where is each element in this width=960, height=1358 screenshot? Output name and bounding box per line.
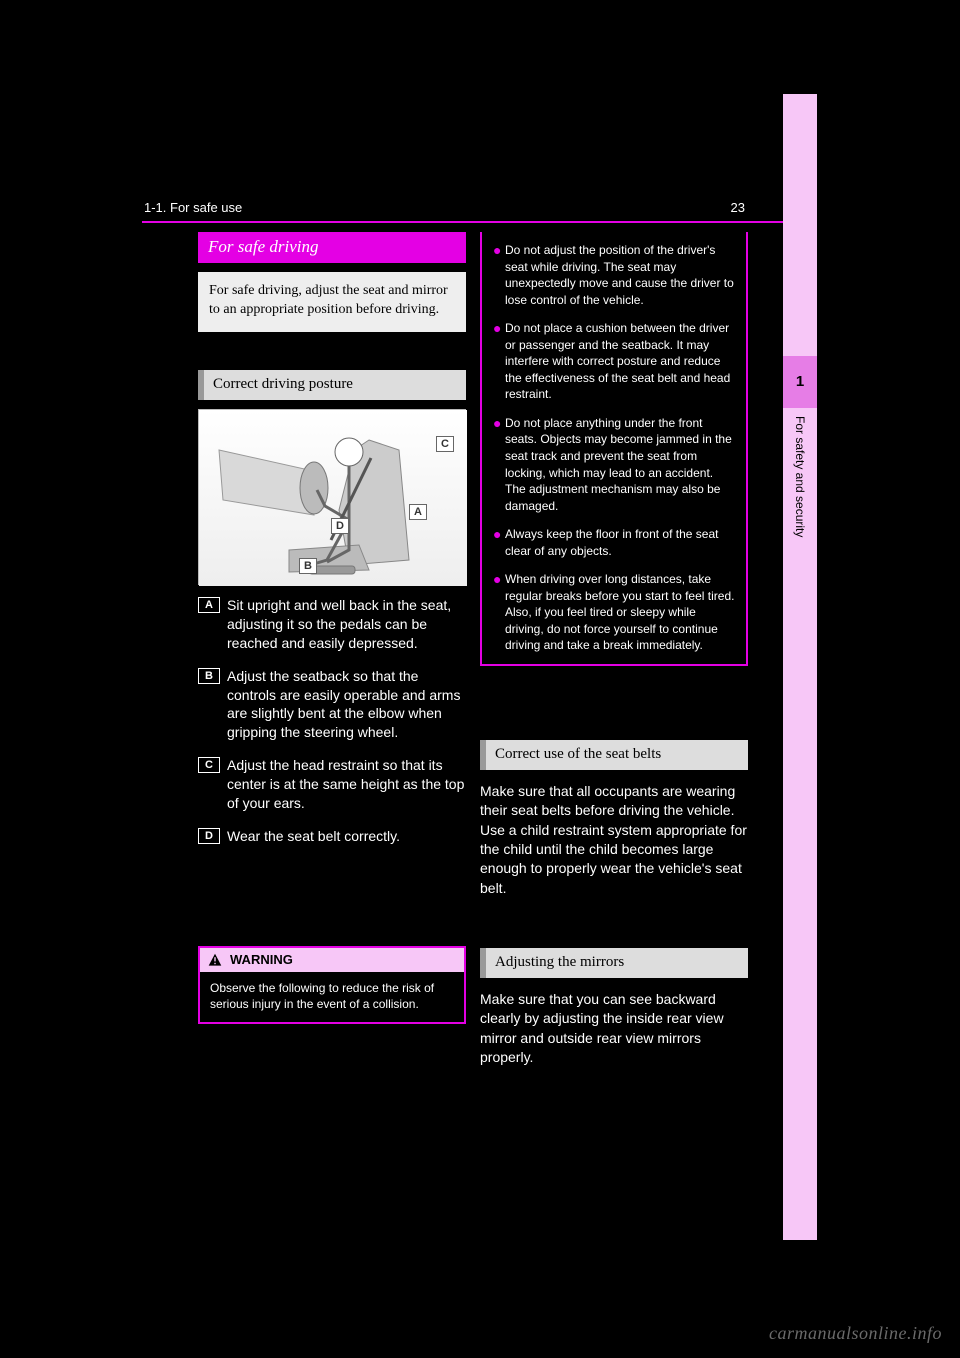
list-letter: A xyxy=(198,597,220,613)
subhead-mirrors: Adjusting the mirrors xyxy=(480,948,748,978)
sidebar-strip xyxy=(783,94,817,1240)
watermark: carmanualsonline.info xyxy=(769,1323,942,1344)
posture-item: B Adjust the seatback so that the contro… xyxy=(198,667,466,743)
figure-label-d: D xyxy=(331,518,349,534)
list-letter: C xyxy=(198,757,220,773)
warning-continuation-box: ●Do not adjust the position of the drive… xyxy=(480,232,748,666)
warning-icon xyxy=(208,953,222,967)
header-rule xyxy=(142,221,784,223)
bullet-icon: ● xyxy=(493,243,505,308)
seat-illustration xyxy=(199,410,467,586)
chapter-tab-label: For safety and security xyxy=(790,416,807,616)
posture-list: A Sit upright and well back in the seat,… xyxy=(198,596,466,860)
warning-bullet: ●Always keep the floor in front of the s… xyxy=(493,526,735,559)
chapter-tab: 1 xyxy=(783,356,817,408)
posture-item: C Adjust the head restraint so that its … xyxy=(198,756,466,813)
warning-bullet: ●Do not adjust the position of the drive… xyxy=(493,242,735,308)
bullet-text: Do not place a cushion between the drive… xyxy=(505,320,735,403)
figure-label-a: A xyxy=(409,504,427,520)
bullet-text: Do not place anything under the front se… xyxy=(505,415,735,514)
figure-label-b: B xyxy=(299,558,317,574)
bullet-text: When driving over long distances, take r… xyxy=(505,571,735,654)
intro-box: For safe driving, adjust the seat and mi… xyxy=(198,272,466,332)
running-head: 1-1. For safe use xyxy=(144,200,784,218)
bullet-text: Do not adjust the position of the driver… xyxy=(505,242,735,308)
list-text: Wear the seat belt correctly. xyxy=(227,827,466,846)
warning-bullet: ●When driving over long distances, take … xyxy=(493,571,735,654)
posture-figure: C A D B xyxy=(198,409,466,585)
page: 1-1. For safe use 23 1 For safety and se… xyxy=(0,0,960,1358)
figure-label-c: C xyxy=(436,436,454,452)
subhead-posture: Correct driving posture xyxy=(198,370,466,400)
warning-label: WARNING xyxy=(230,952,293,967)
subhead-belts: Correct use of the seat belts xyxy=(480,740,748,770)
posture-item: D Wear the seat belt correctly. xyxy=(198,827,466,846)
posture-item: A Sit upright and well back in the seat,… xyxy=(198,596,466,653)
list-letter: D xyxy=(198,828,220,844)
bullet-icon: ● xyxy=(493,527,505,559)
section-heading: For safe driving xyxy=(198,232,466,263)
list-text: Adjust the head restraint so that its ce… xyxy=(227,756,466,813)
bullet-icon: ● xyxy=(493,321,505,403)
warning-bullet: ●Do not place anything under the front s… xyxy=(493,415,735,514)
warning-header: WARNING xyxy=(200,948,464,972)
bullet-icon: ● xyxy=(493,416,505,514)
bullet-icon: ● xyxy=(493,572,505,654)
warning-bullet: ●Do not place a cushion between the driv… xyxy=(493,320,735,403)
list-text: Adjust the seatback so that the controls… xyxy=(227,667,466,743)
list-letter: B xyxy=(198,668,220,684)
page-number: 23 xyxy=(705,200,745,215)
list-text: Sit upright and well back in the seat, a… xyxy=(227,596,466,653)
warning-box: WARNING Observe the following to reduce … xyxy=(198,946,466,1024)
mirrors-paragraph: Make sure that you can see backward clea… xyxy=(480,990,748,1067)
warning-text: Observe the following to reduce the risk… xyxy=(200,972,464,1022)
bullet-text: Always keep the floor in front of the se… xyxy=(505,526,735,559)
belts-paragraph: Make sure that all occupants are wearing… xyxy=(480,782,748,898)
